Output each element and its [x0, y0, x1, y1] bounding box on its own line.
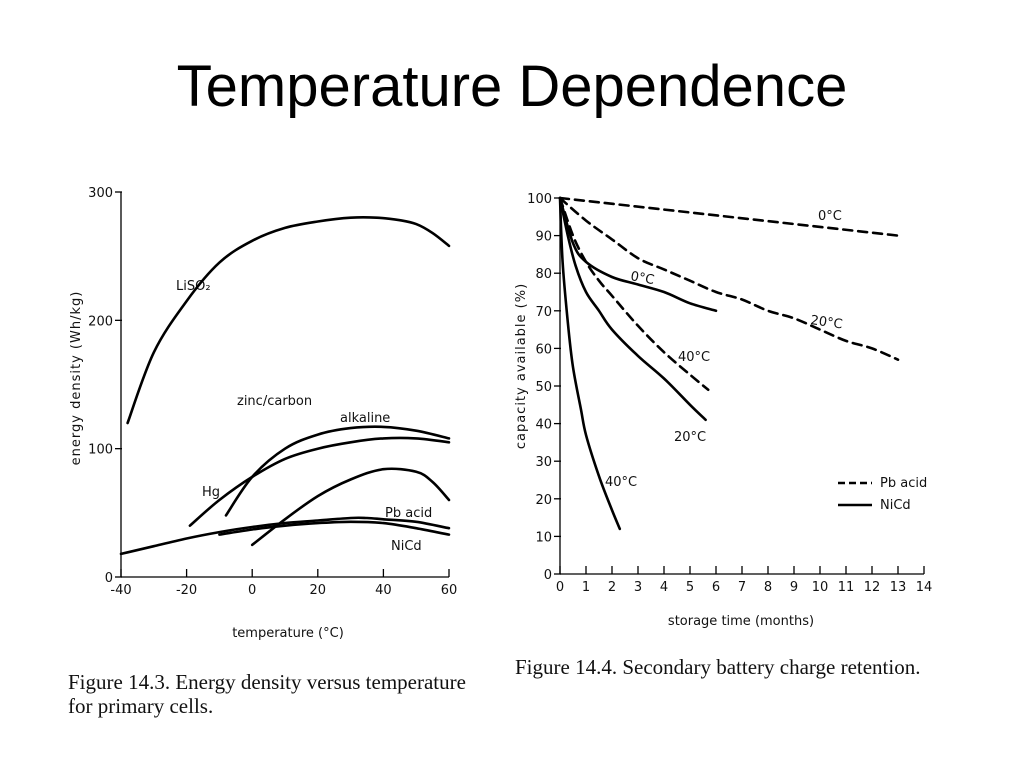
- chart2-series-pb-acid-40-c-line: [558, 196, 710, 392]
- chart1-labels: energy density (Wh/kg) temperature (°C) …: [69, 279, 432, 641]
- chart2-x-tick-label: 7: [738, 580, 746, 595]
- legend-label-nicd: NiCd: [880, 498, 911, 513]
- chart2-x-tick-label: 3: [634, 580, 642, 595]
- chart2-annotation-nicd-40c: 40°C: [605, 475, 637, 490]
- chart1-x-tick-label: 60: [441, 583, 458, 598]
- chart2-x-tick-label: 14: [916, 580, 933, 595]
- chart1-series-hg-line: [188, 436, 451, 527]
- chart1-series-nicd-line: [218, 520, 451, 536]
- chart2-annotation-pb-20c: 20°C: [809, 313, 843, 332]
- chart2-x-tick-label: 10: [812, 580, 829, 595]
- chart1-x-tick-label: 40: [375, 583, 392, 598]
- chart2-x-tick-label: 13: [890, 580, 907, 595]
- chart1-series-zinc-carbon-line: [250, 467, 451, 547]
- chart2-y-tick-label: 90: [535, 230, 552, 245]
- chart2-y-tick-label: 60: [535, 342, 552, 357]
- chart1-series-label-zinc-carbon: zinc/carbon: [237, 394, 312, 409]
- chart2-series-nicd-20-c-line: [558, 196, 707, 422]
- chart1-x-tick-label: 0: [248, 583, 256, 598]
- chart1-y-tick-label: 300: [88, 186, 113, 201]
- chart1-ylabel: energy density (Wh/kg): [69, 291, 84, 466]
- chart2-y-tick-label: 100: [527, 192, 552, 207]
- chart2-labels: capacity available (%) storage time (mon…: [514, 209, 843, 629]
- figure-caption-right: Figure 14.4. Secondary battery charge re…: [515, 655, 921, 679]
- chart2-ylabel: capacity available (%): [514, 283, 529, 449]
- chart2-x-tick-label: 11: [838, 580, 855, 595]
- chart2-xlabel: storage time (months): [668, 614, 814, 629]
- chart2-series-nicd-0-c-line: [558, 196, 718, 313]
- page-title: Temperature Dependence: [176, 54, 848, 119]
- chart2-legend: Pb acid NiCd: [838, 476, 927, 513]
- chart2-x-tick-label: 4: [660, 580, 668, 595]
- chart2-annotation-pb-40c: 40°C: [678, 350, 710, 365]
- chart1-series-liso-line: [126, 215, 451, 425]
- chart2-series-pb-acid-20-c-line: [558, 196, 900, 361]
- chart2-x-tick-label: 12: [864, 580, 881, 595]
- chart2-annotation-pb-0c: 0°C: [818, 209, 842, 224]
- chart1-x-tick-label: -20: [176, 583, 197, 598]
- chart1-series-label-nicd: NiCd: [391, 539, 422, 554]
- chart2-x-tick-label: 0: [556, 580, 564, 595]
- chart2-y-tick-label: 50: [535, 380, 552, 395]
- chart2-y-tick-label: 30: [535, 455, 552, 470]
- chart2-x-tick-label: 5: [686, 580, 694, 595]
- chart1-series-label-hg: Hg: [202, 485, 220, 500]
- chart1-series-pb-acid-line: [119, 516, 451, 556]
- chart1-x-tick-label: -40: [110, 583, 131, 598]
- chart2-y-tick-label: 40: [535, 418, 552, 433]
- chart1-y-tick-label: 100: [88, 443, 113, 458]
- chart2-annotation-nicd-20c: 20°C: [674, 430, 706, 445]
- chart1-series-label-pb-acid: Pb acid: [385, 506, 432, 521]
- chart1-y-tick-label: 200: [88, 314, 113, 329]
- chart1-x-tick-label: 20: [310, 583, 327, 598]
- chart2-x-tick-label: 6: [712, 580, 720, 595]
- chart2-y-tick-label: 10: [535, 530, 552, 545]
- chart2-y-tick-label: 20: [535, 493, 552, 508]
- chart2-y-tick-label: 70: [535, 305, 552, 320]
- chart2-x-tick-label: 2: [608, 580, 616, 595]
- chart2-x-tick-label: 9: [790, 580, 798, 595]
- chart2-x-tick-label: 8: [764, 580, 772, 595]
- chart2-y-tick-label: 0: [544, 568, 552, 583]
- chart2-series-pb-acid-0-c-line: [558, 196, 900, 237]
- chart2-series-nicd-40-c-line: [558, 196, 622, 531]
- chart1-y-tick-label: 0: [105, 571, 113, 586]
- figure-caption-left: Figure 14.3. Energy density versus tempe…: [68, 670, 466, 719]
- chart2-x-tick-label: 1: [582, 580, 590, 595]
- chart1-series-label-alkaline: alkaline: [340, 411, 390, 426]
- chart1-xlabel: temperature (°C): [232, 626, 344, 641]
- legend-label-pb-acid: Pb acid: [880, 476, 927, 491]
- chart2-y-tick-label: 80: [535, 267, 552, 282]
